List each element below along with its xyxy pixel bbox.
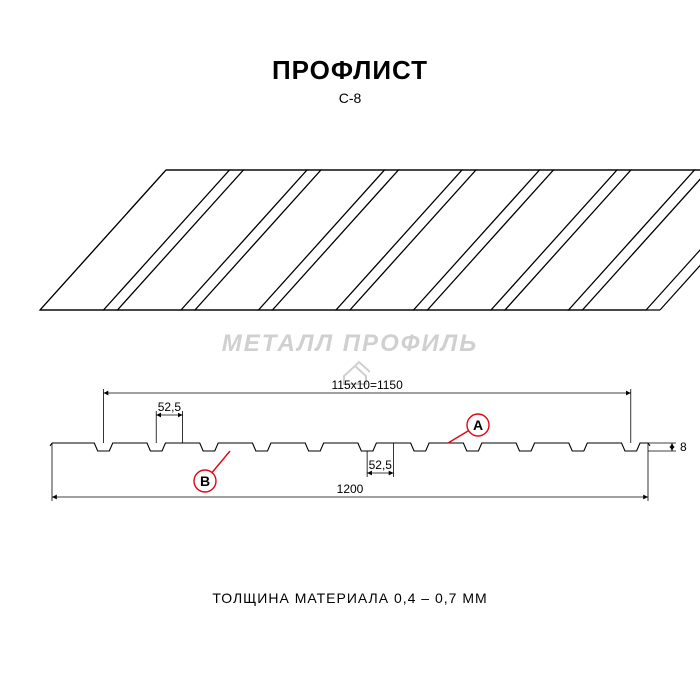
svg-text:52,5: 52,5 <box>369 458 393 472</box>
svg-text:A: A <box>473 417 483 433</box>
svg-text:8: 8 <box>680 440 687 454</box>
svg-text:115х10=1150: 115х10=1150 <box>331 378 403 392</box>
product-code: С-8 <box>0 90 700 106</box>
svg-text:B: B <box>200 473 210 489</box>
thickness-label: ТОЛЩИНА МАТЕРИАЛА 0,4 – 0,7 ММ <box>0 590 700 606</box>
isometric-view <box>0 140 700 340</box>
page-title: ПРОФЛИСТ <box>0 55 700 86</box>
cross-section-view: 115х10=1150 52,5 52,5 1200 8 A B <box>0 365 700 525</box>
svg-text:52,5: 52,5 <box>158 400 182 414</box>
svg-text:1200: 1200 <box>337 482 364 496</box>
